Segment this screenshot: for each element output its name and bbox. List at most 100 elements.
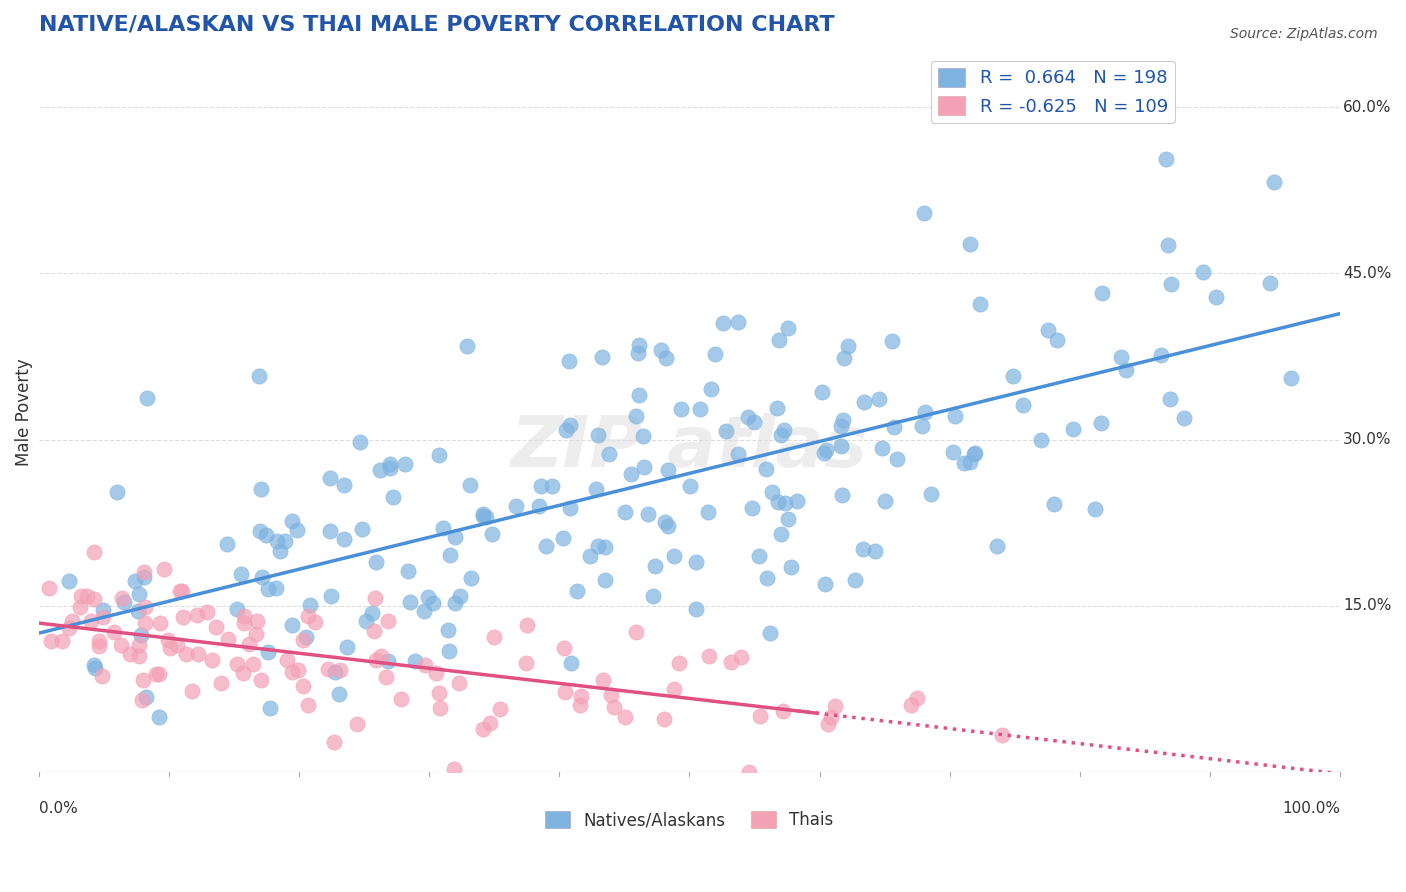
Point — [1062, 422, 1084, 436]
Point — [914, 405, 936, 419]
Point — [1173, 410, 1195, 425]
Point — [593, 540, 616, 554]
Point — [425, 666, 447, 681]
Point — [39, 633, 62, 648]
Point — [128, 649, 150, 664]
Point — [250, 482, 273, 496]
Point — [1012, 398, 1035, 412]
Point — [830, 439, 852, 453]
Point — [460, 571, 482, 585]
Point — [1160, 277, 1182, 291]
Point — [422, 596, 444, 610]
Point — [920, 487, 942, 501]
Point — [416, 591, 439, 605]
Point — [1090, 416, 1112, 430]
Point — [69, 600, 91, 615]
Point — [38, 581, 60, 595]
Point — [257, 582, 280, 596]
Point — [377, 614, 399, 628]
Point — [405, 654, 427, 668]
Point — [297, 609, 319, 624]
Point — [432, 521, 454, 535]
Point — [413, 658, 436, 673]
Point — [824, 698, 846, 713]
Point — [1046, 333, 1069, 347]
Point — [870, 441, 893, 455]
Point — [319, 524, 342, 538]
Point — [1159, 392, 1181, 406]
Point — [91, 610, 114, 624]
Point — [364, 555, 387, 569]
Point — [541, 479, 564, 493]
Point — [614, 710, 637, 724]
Point — [281, 618, 304, 632]
Point — [716, 424, 738, 438]
Point — [554, 685, 576, 699]
Text: 0.0%: 0.0% — [38, 801, 77, 816]
Point — [837, 339, 859, 353]
Point — [553, 640, 575, 655]
Point — [127, 604, 149, 618]
Point — [748, 549, 770, 564]
Point — [242, 657, 264, 671]
Point — [720, 655, 742, 669]
Point — [166, 639, 188, 653]
Point — [569, 689, 592, 703]
Point — [368, 463, 391, 477]
Point — [292, 679, 315, 693]
Point — [778, 320, 800, 334]
Point — [233, 615, 256, 630]
Point — [349, 435, 371, 450]
Point — [159, 641, 181, 656]
Point — [569, 698, 592, 713]
Point — [169, 583, 191, 598]
Point — [297, 698, 319, 713]
Point — [304, 615, 326, 630]
Point — [644, 558, 666, 573]
Point — [654, 515, 676, 529]
Point — [444, 595, 467, 609]
Point — [471, 508, 494, 523]
Point — [129, 628, 152, 642]
Point — [586, 539, 609, 553]
Point — [560, 501, 582, 516]
Point — [817, 717, 839, 731]
Point — [748, 709, 770, 723]
Point — [377, 655, 399, 669]
Point — [742, 415, 765, 429]
Point — [298, 599, 321, 613]
Point — [1258, 277, 1281, 291]
Point — [128, 587, 150, 601]
Point — [778, 511, 800, 525]
Point — [110, 638, 132, 652]
Point — [671, 401, 693, 416]
Point — [766, 495, 789, 509]
Point — [291, 633, 314, 648]
Point — [238, 637, 260, 651]
Point — [598, 447, 620, 461]
Point — [364, 591, 387, 605]
Text: 60.0%: 60.0% — [1343, 100, 1392, 115]
Point — [333, 478, 356, 492]
Point — [662, 549, 685, 563]
Point — [380, 461, 402, 475]
Point — [585, 482, 607, 496]
Point — [103, 624, 125, 639]
Point — [869, 392, 891, 407]
Y-axis label: Male Poverty: Male Poverty — [15, 358, 32, 466]
Point — [515, 656, 537, 670]
Point — [149, 615, 172, 630]
Point — [586, 428, 609, 442]
Point — [1091, 285, 1114, 300]
Point — [249, 524, 271, 539]
Point — [844, 574, 866, 588]
Point — [599, 688, 621, 702]
Point — [741, 500, 763, 515]
Point — [643, 589, 665, 603]
Point — [505, 500, 527, 514]
Point — [662, 681, 685, 696]
Point — [51, 633, 73, 648]
Point — [215, 537, 238, 551]
Point — [488, 702, 510, 716]
Point — [593, 574, 616, 588]
